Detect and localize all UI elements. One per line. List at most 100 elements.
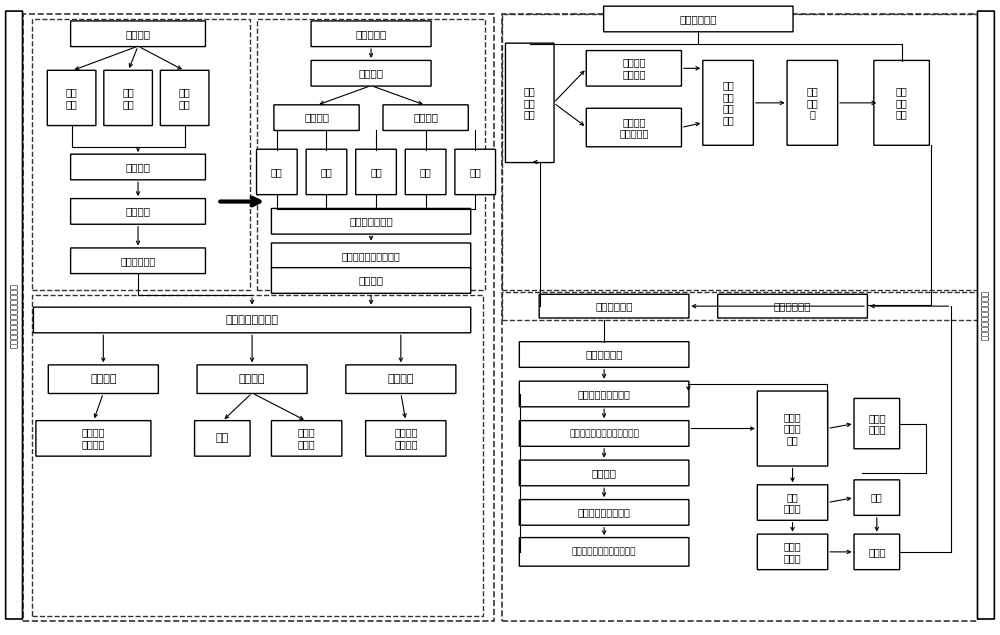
Text: 加大训练样本: 加大训练样本 bbox=[595, 301, 633, 311]
FancyBboxPatch shape bbox=[604, 6, 793, 32]
Text: 应力分布: 应力分布 bbox=[126, 162, 151, 172]
Text: 受力条件确定: 受力条件确定 bbox=[120, 256, 156, 266]
FancyBboxPatch shape bbox=[874, 60, 929, 145]
Text: 离心
载荷: 离心 载荷 bbox=[122, 87, 134, 109]
FancyBboxPatch shape bbox=[71, 154, 205, 180]
FancyBboxPatch shape bbox=[71, 21, 205, 46]
Text: 温度
载荷: 温度 载荷 bbox=[66, 87, 77, 109]
Text: 初始测试样本: 初始测试样本 bbox=[680, 14, 717, 24]
FancyBboxPatch shape bbox=[519, 460, 689, 486]
Text: 考虑缺陷的大型化影膨机叶轮: 考虑缺陷的大型化影膨机叶轮 bbox=[10, 283, 19, 347]
Text: 叶轮叶片
截面数据: 叶轮叶片 截面数据 bbox=[622, 58, 646, 79]
FancyBboxPatch shape bbox=[787, 60, 838, 145]
FancyBboxPatch shape bbox=[757, 534, 828, 570]
Text: 长度: 长度 bbox=[271, 167, 283, 177]
FancyBboxPatch shape bbox=[977, 11, 994, 619]
Text: 纵向: 纵向 bbox=[469, 167, 481, 177]
FancyBboxPatch shape bbox=[757, 485, 828, 520]
FancyBboxPatch shape bbox=[519, 500, 689, 525]
Text: 最大等效
应力及质量: 最大等效 应力及质量 bbox=[619, 117, 649, 138]
Text: 简化裂纹: 简化裂纹 bbox=[359, 68, 384, 78]
FancyBboxPatch shape bbox=[271, 243, 471, 269]
Text: 误差: 误差 bbox=[871, 493, 883, 503]
Text: 叶片序列遗传操作产生于种群: 叶片序列遗传操作产生于种群 bbox=[569, 429, 639, 438]
Text: 判断得
到优化
解集: 判断得 到优化 解集 bbox=[784, 412, 801, 445]
FancyBboxPatch shape bbox=[586, 109, 681, 147]
FancyBboxPatch shape bbox=[271, 420, 342, 456]
Text: 宽度: 宽度 bbox=[321, 167, 332, 177]
Text: 载荷情况: 载荷情况 bbox=[126, 29, 151, 39]
FancyBboxPatch shape bbox=[703, 60, 753, 145]
Text: 几何参数: 几何参数 bbox=[304, 112, 329, 123]
FancyBboxPatch shape bbox=[104, 70, 152, 126]
FancyBboxPatch shape bbox=[854, 398, 900, 449]
Text: 模拟计
算目标: 模拟计 算目标 bbox=[784, 541, 801, 563]
Text: 得到非
列解集: 得到非 列解集 bbox=[868, 413, 886, 434]
Text: 叶轮应力分布变化情况: 叶轮应力分布变化情况 bbox=[342, 251, 400, 261]
Text: 模型
性能
评价: 模型 性能 评价 bbox=[896, 86, 908, 119]
FancyBboxPatch shape bbox=[356, 149, 396, 195]
FancyBboxPatch shape bbox=[47, 70, 96, 126]
FancyBboxPatch shape bbox=[366, 420, 446, 456]
Text: 计算拥挤距离和序値: 计算拥挤距离和序値 bbox=[578, 507, 631, 518]
FancyBboxPatch shape bbox=[383, 105, 468, 130]
Text: 神经
网络
映射
模型: 神经 网络 映射 模型 bbox=[722, 81, 734, 125]
FancyBboxPatch shape bbox=[757, 391, 828, 466]
FancyBboxPatch shape bbox=[346, 365, 456, 394]
Text: 预测
目标値: 预测 目标値 bbox=[784, 491, 801, 513]
FancyBboxPatch shape bbox=[519, 420, 689, 446]
Text: 敏感区域: 敏感区域 bbox=[359, 276, 384, 286]
Text: 确定具体优化对象: 确定具体优化对象 bbox=[226, 315, 279, 325]
FancyBboxPatch shape bbox=[519, 538, 689, 566]
Text: 横向: 横向 bbox=[420, 167, 432, 177]
Text: 叶片不同
截面厚度: 叶片不同 截面厚度 bbox=[82, 427, 105, 449]
Text: 超出预定范围: 超出预定范围 bbox=[774, 301, 811, 311]
Text: 约束条件: 约束条件 bbox=[388, 374, 414, 384]
FancyBboxPatch shape bbox=[311, 21, 431, 46]
FancyBboxPatch shape bbox=[197, 365, 307, 394]
Text: 质量: 质量 bbox=[216, 434, 229, 443]
FancyBboxPatch shape bbox=[718, 294, 867, 318]
Text: 优化变量: 优化变量 bbox=[90, 374, 117, 384]
Text: 理想叶轮
应力数値: 理想叶轮 应力数値 bbox=[394, 427, 418, 449]
Text: 最优解: 最优解 bbox=[868, 547, 886, 557]
Text: 带缺陷叶轮: 带缺陷叶轮 bbox=[355, 29, 387, 39]
Text: 分布位置: 分布位置 bbox=[413, 112, 438, 123]
FancyBboxPatch shape bbox=[854, 534, 900, 570]
FancyBboxPatch shape bbox=[195, 420, 250, 456]
FancyBboxPatch shape bbox=[71, 199, 205, 224]
Text: 初始
训练
样本: 初始 训练 样本 bbox=[524, 86, 536, 119]
FancyBboxPatch shape bbox=[854, 480, 900, 516]
Text: 种群合并: 种群合并 bbox=[592, 468, 617, 478]
FancyBboxPatch shape bbox=[33, 307, 471, 333]
Text: 实现叶轮叶片具体优化: 实现叶轮叶片具体优化 bbox=[981, 290, 990, 340]
Text: 深度: 深度 bbox=[370, 167, 382, 177]
FancyBboxPatch shape bbox=[271, 268, 471, 293]
Text: 种群修剪淘汰失败叶片数据: 种群修剪淘汰失败叶片数据 bbox=[572, 547, 636, 556]
FancyBboxPatch shape bbox=[405, 149, 446, 195]
FancyBboxPatch shape bbox=[311, 60, 431, 86]
Text: 气动
载荷: 气动 载荷 bbox=[179, 87, 191, 109]
FancyBboxPatch shape bbox=[6, 11, 23, 619]
FancyBboxPatch shape bbox=[257, 149, 297, 195]
FancyBboxPatch shape bbox=[455, 149, 496, 195]
Text: 计算拥挤距离和序値: 计算拥挤距离和序値 bbox=[578, 389, 631, 399]
FancyBboxPatch shape bbox=[519, 381, 689, 407]
FancyBboxPatch shape bbox=[274, 105, 359, 130]
FancyBboxPatch shape bbox=[71, 248, 205, 274]
FancyBboxPatch shape bbox=[160, 70, 209, 126]
FancyBboxPatch shape bbox=[519, 342, 689, 367]
FancyBboxPatch shape bbox=[271, 208, 471, 234]
FancyBboxPatch shape bbox=[48, 365, 158, 394]
Text: 裂纹参数化试验: 裂纹参数化试验 bbox=[349, 217, 393, 226]
Text: 产生初始种群: 产生初始种群 bbox=[585, 349, 623, 359]
Text: 变化幅度: 变化幅度 bbox=[126, 206, 151, 217]
FancyBboxPatch shape bbox=[505, 43, 554, 163]
Text: 最大等
效应力: 最大等 效应力 bbox=[298, 427, 315, 449]
FancyBboxPatch shape bbox=[586, 51, 681, 86]
Text: 预测
正确
率: 预测 正确 率 bbox=[807, 86, 818, 119]
FancyBboxPatch shape bbox=[539, 294, 689, 318]
FancyBboxPatch shape bbox=[306, 149, 347, 195]
Text: 优化目标: 优化目标 bbox=[239, 374, 265, 384]
FancyBboxPatch shape bbox=[36, 420, 151, 456]
